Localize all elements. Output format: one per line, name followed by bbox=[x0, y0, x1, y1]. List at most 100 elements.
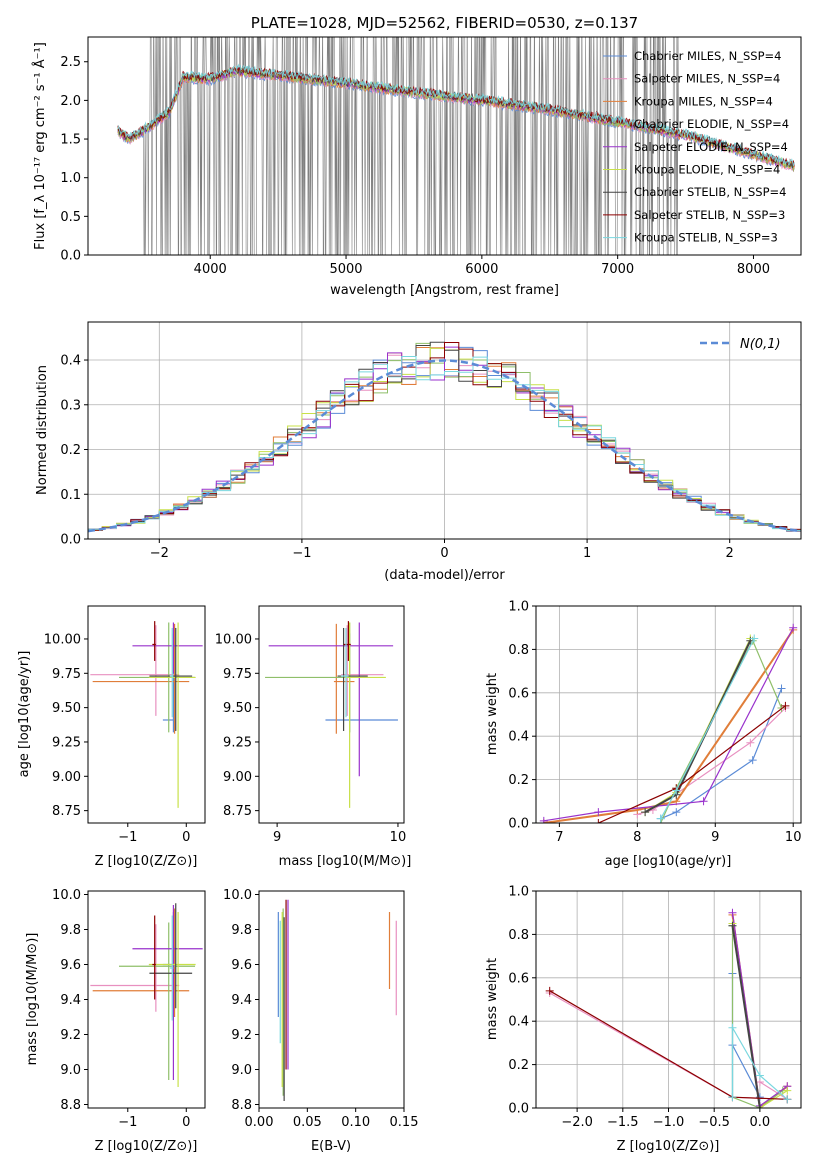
weight-vs-age-ticks: 7 8 9 10 0.0 0.2 0.4 0.6 0.8 1.0 bbox=[508, 600, 801, 846]
weight-vs-z-x-tick-label: −1.5 bbox=[607, 1115, 639, 1130]
weight-vs-z-point-marker bbox=[783, 1095, 792, 1104]
weight-vs-z-series-line bbox=[731, 925, 784, 1108]
mass-vs-ebv-x-label: E(B-V) bbox=[311, 1139, 351, 1154]
weight-vs-z-series-line bbox=[731, 1025, 788, 1100]
mass-vs-z-panel: −1 0 8.8 9.0 9.2 9.4 9.6 9.8 10.0 Z [log10(Z/Z⊙)… bbox=[25, 888, 206, 1154]
age-vs-mass-y-tick-label: 9.75 bbox=[223, 667, 252, 682]
weight-vs-age-y-tick-label: 0.0 bbox=[508, 817, 529, 832]
weight-vs-age-y-tick-label: 0.2 bbox=[508, 773, 529, 788]
age-vs-z-x-tick-label: 0 bbox=[182, 830, 190, 845]
mass-vs-ebv-x-tick-label: 0.10 bbox=[341, 1115, 370, 1130]
legend-label: Salpeter STELIB, N_SSP=3 bbox=[634, 208, 785, 222]
age-vs-mass-x-tick-label: 10 bbox=[390, 830, 407, 845]
spectrum-y-tick-label: 0.0 bbox=[60, 249, 81, 264]
mass-vs-z-x-label: Z [log10(Z/Z⊙)] bbox=[95, 1139, 198, 1154]
age-vs-mass-ticks: 9 10 8.75 9.00 9.25 9.50 9.75 10.00 bbox=[215, 632, 406, 845]
mass-vs-z-x-tick-label: −1 bbox=[118, 1115, 137, 1130]
age-vs-z-y-tick-label: 9.50 bbox=[52, 701, 81, 716]
weight-vs-z-x-tick-label: −1.0 bbox=[653, 1115, 685, 1130]
spectrum-legend: Chabrier MILES, N_SSP=4 Salpeter MILES, N… bbox=[603, 49, 789, 245]
legend-label: Chabrier STELIB, N_SSP=4 bbox=[634, 185, 786, 199]
mass-vs-ebv-y-tick-label: 9.8 bbox=[231, 923, 252, 938]
weight-vs-age-series-line bbox=[543, 627, 794, 822]
weight-vs-age-x-tick-label: 9 bbox=[711, 830, 719, 845]
weight-vs-age-series-line bbox=[543, 629, 795, 823]
mass-vs-z-frame bbox=[87, 890, 206, 1109]
mass-vs-z-x-tick-label: 0 bbox=[182, 1115, 190, 1130]
mass-vs-z-y-tick-label: 9.0 bbox=[60, 1063, 81, 1078]
weight-vs-z-point-marker bbox=[783, 1086, 792, 1095]
weight-vs-z-y-tick-label: 0.2 bbox=[508, 1058, 529, 1073]
residual-panel: −2 −1 0 1 2 0.0 0.1 0.2 0.3 0.4 (data-model)/erro… bbox=[35, 321, 802, 583]
weight-vs-z-y-tick-label: 0.6 bbox=[508, 971, 529, 986]
age-vs-mass-y-tick-label: 8.75 bbox=[223, 804, 252, 819]
weight-vs-z-y-tick-label: 0.0 bbox=[508, 1102, 529, 1117]
residual-x-tick-label: 0 bbox=[440, 546, 448, 561]
weight-vs-age-point-marker bbox=[777, 684, 786, 693]
weight-vs-age-point-marker bbox=[594, 819, 603, 823]
weight-vs-age-series-line bbox=[644, 638, 751, 813]
age-vs-z-y-label: age [log10(age/yr)] bbox=[17, 651, 32, 778]
model-spectrum-line bbox=[117, 63, 795, 167]
weight-vs-age-point-marker bbox=[699, 797, 708, 806]
weight-vs-z-panel: −2.0 −1.5 −1.0 −0.5 0.0 0.0 0.2 0.4 0.6 0.8 1.0 Z … bbox=[485, 885, 802, 1154]
residual-histograms bbox=[88, 341, 801, 534]
legend-label: Kroupa STELIB, N_SSP=3 bbox=[634, 231, 778, 245]
weight-vs-z-point-marker bbox=[755, 1071, 764, 1080]
age-vs-mass-y-tick-label: 9.50 bbox=[223, 701, 252, 716]
weight-vs-age-lines bbox=[539, 623, 798, 823]
weight-vs-z-point-marker bbox=[755, 1093, 764, 1102]
weight-vs-age-series-line bbox=[660, 688, 783, 820]
age-vs-mass-y-tick-label: 9.25 bbox=[223, 735, 252, 750]
spectrum-data bbox=[117, 37, 795, 255]
mass-vs-z-y-tick-label: 9.4 bbox=[60, 993, 81, 1008]
mass-vs-ebv-y-tick-label: 9.4 bbox=[231, 993, 252, 1008]
weight-vs-z-grid bbox=[536, 890, 801, 1109]
residual-x-tick-label: 1 bbox=[583, 546, 591, 561]
legend-label: Kroupa ELODIE, N_SSP=4 bbox=[634, 163, 780, 177]
spectrum-y-tick-label: 1.0 bbox=[60, 171, 81, 186]
weight-vs-z-y-label: mass weight bbox=[485, 958, 500, 1040]
age-vs-z-x-label: Z [log10(Z/Z⊙)] bbox=[95, 854, 198, 869]
age-vs-z-points bbox=[90, 621, 203, 808]
residual-ticks: −2 −1 0 1 2 0.0 0.1 0.2 0.3 0.4 bbox=[60, 354, 734, 561]
weight-vs-age-point-marker bbox=[656, 814, 665, 823]
weight-vs-z-series-line bbox=[731, 925, 761, 1108]
mass-vs-ebv-x-tick-label: 0.05 bbox=[293, 1115, 322, 1130]
legend-label: Salpeter ELODIE, N_SSP=4 bbox=[634, 140, 788, 154]
weight-vs-age-x-tick-label: 7 bbox=[555, 830, 563, 845]
mass-vs-ebv-panel: 0.00 0.05 0.10 0.15 8.8 9.0 9.2 9.4 9.6 9.8 10.0 E… bbox=[223, 888, 418, 1154]
residual-histogram bbox=[88, 356, 801, 533]
chart-title: PLATE=1028, MJD=52562, FIBERID=0530, z=0… bbox=[251, 14, 638, 32]
spectrum-y-label: Flux [f_λ 10⁻¹⁷ erg cm⁻² s⁻¹ Å⁻¹] bbox=[32, 42, 48, 250]
weight-vs-z-lines bbox=[545, 908, 792, 1108]
residual-y-tick-label: 0.1 bbox=[60, 488, 81, 503]
weight-vs-age-y-tick-label: 0.6 bbox=[508, 686, 529, 701]
mass-vs-z-y-tick-label: 10.0 bbox=[52, 888, 81, 903]
weight-vs-z-x-tick-label: −2.0 bbox=[561, 1115, 593, 1130]
age-vs-z-y-tick-label: 10.00 bbox=[44, 632, 81, 647]
legend-label: Kroupa MILES, N_SSP=4 bbox=[634, 94, 773, 108]
weight-vs-z-y-tick-label: 0.8 bbox=[508, 928, 529, 943]
mass-vs-ebv-y-tick-label: 9.2 bbox=[231, 1028, 252, 1043]
weight-vs-z-y-tick-label: 1.0 bbox=[508, 885, 529, 900]
weight-vs-age-point-marker bbox=[746, 738, 755, 747]
spectrum-y-tick-label: 2.5 bbox=[60, 55, 81, 70]
mass-vs-ebv-ticks: 0.00 0.05 0.10 0.15 8.8 9.0 9.2 9.4 9.6 9.8 10.0 bbox=[223, 888, 418, 1130]
weight-vs-z-point-marker bbox=[755, 1104, 764, 1108]
weight-vs-z-x-tick-label: −0.5 bbox=[698, 1115, 730, 1130]
residual-y-label: Normed distribution bbox=[35, 365, 50, 495]
gaussian-reference-curve bbox=[88, 359, 801, 533]
legend-label: Chabrier MILES, N_SSP=4 bbox=[634, 49, 781, 63]
mass-vs-ebv-y-tick-label: 9.6 bbox=[231, 958, 252, 973]
spectrum-y-tick-label: 0.5 bbox=[60, 210, 81, 225]
weight-vs-age-frame bbox=[535, 605, 802, 824]
mass-vs-z-ticks: −1 0 8.8 9.0 9.2 9.4 9.6 9.8 10.0 bbox=[52, 888, 190, 1130]
age-vs-mass-x-tick-label: 9 bbox=[273, 830, 281, 845]
weight-vs-age-point-marker bbox=[594, 808, 603, 817]
age-vs-mass-y-tick-label: 9.00 bbox=[223, 770, 252, 785]
weight-vs-age-series-line bbox=[644, 640, 752, 813]
spectrum-x-tick-label: 8000 bbox=[737, 262, 770, 277]
weight-vs-z-point-marker bbox=[728, 1023, 737, 1032]
weight-vs-age-point-marker bbox=[641, 808, 650, 817]
